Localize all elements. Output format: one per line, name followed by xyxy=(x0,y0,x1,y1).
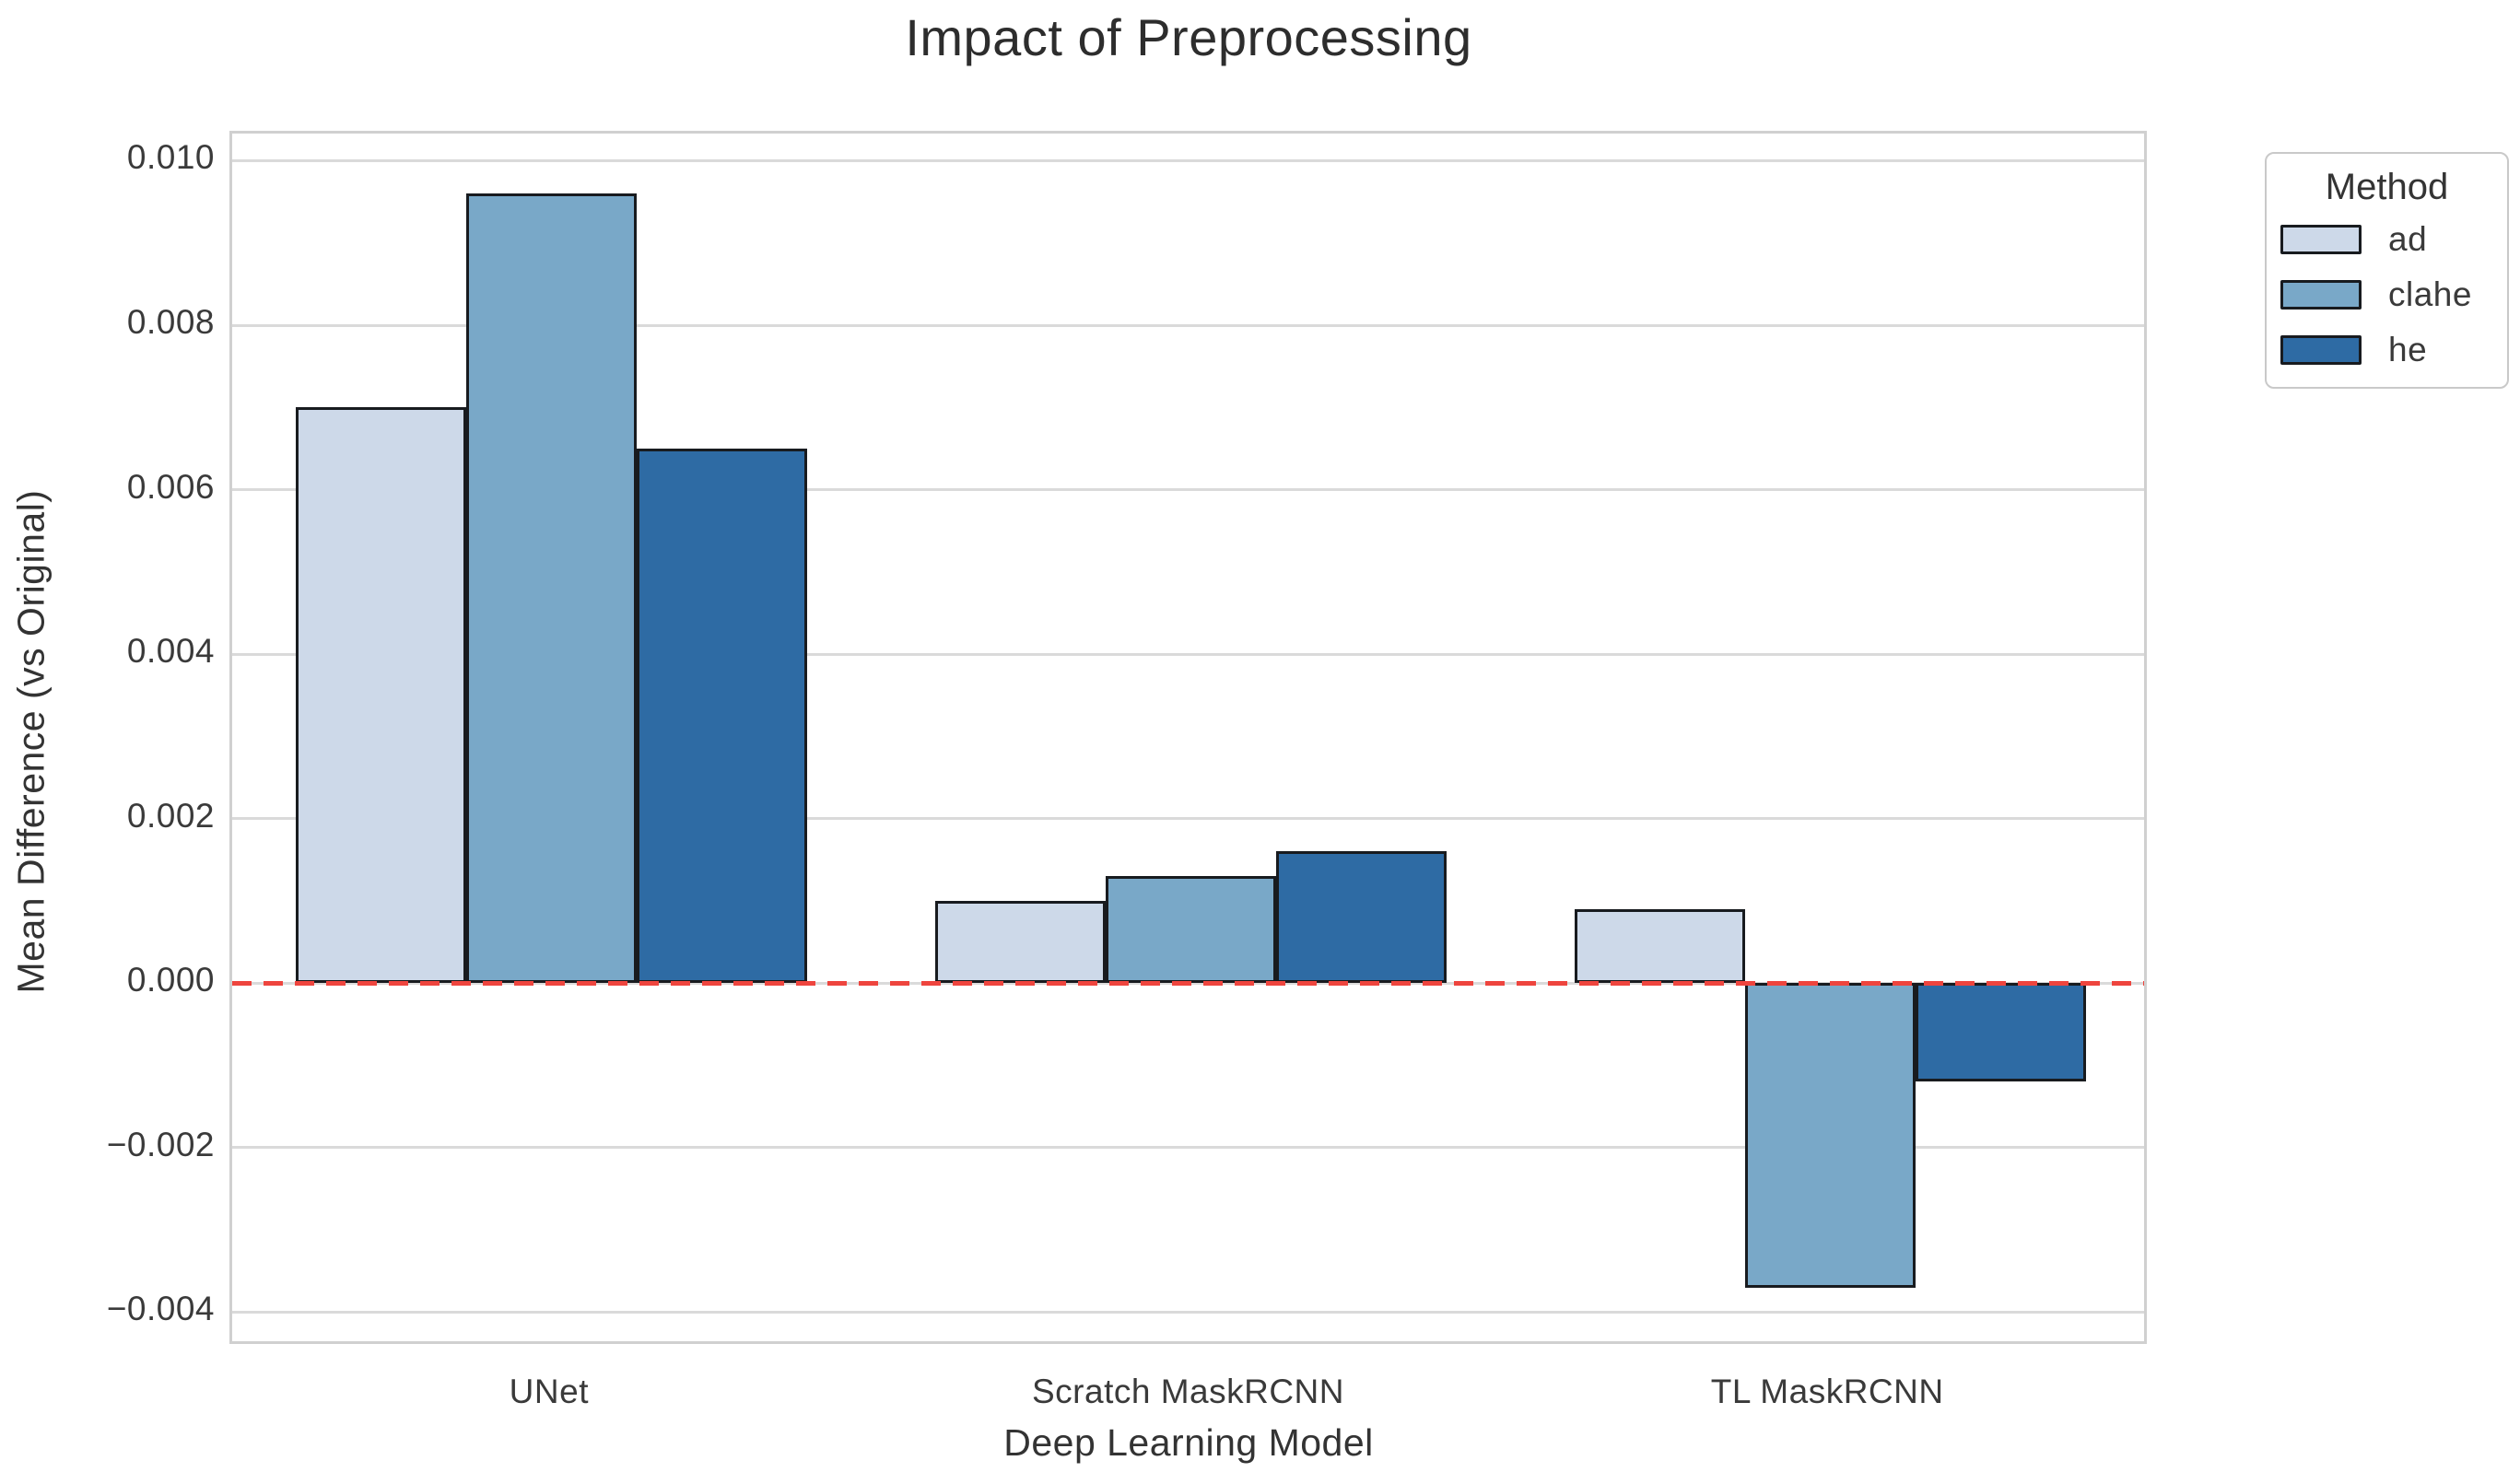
y-tick-label-0-002: −0.002 xyxy=(106,1125,215,1163)
plot-area xyxy=(229,131,2147,1344)
y-tick-label-0-004: 0.004 xyxy=(126,632,215,671)
bar-tl-maskrcnn-ad xyxy=(1574,908,1745,984)
y-tick-label-0-000: 0.000 xyxy=(126,961,215,999)
legend-title: Method xyxy=(2325,167,2449,207)
bar-unet-ad xyxy=(296,407,467,984)
x-axis-label: Deep Learning Model xyxy=(1003,1421,1374,1464)
legend-label-clahe: clahe xyxy=(2388,275,2472,313)
bar-scratch-maskrcnn-clahe xyxy=(1106,876,1276,984)
y-gridline-0-010 xyxy=(232,158,2144,162)
y-axis-label: Mean Difference (vs Original) xyxy=(9,489,53,994)
x-tick-label-unet: UNet xyxy=(509,1373,589,1410)
x-tick-label-tl-maskrcnn: TL MaskRCNN xyxy=(1710,1373,1944,1410)
y-tick-label-0-004: −0.004 xyxy=(106,1290,215,1328)
y-tick-label-0-002: 0.002 xyxy=(126,796,215,835)
bar-unet-he xyxy=(637,448,808,984)
y-tick-label-0-006: 0.006 xyxy=(126,467,215,506)
legend-swatch-he xyxy=(2280,335,2362,365)
bar-tl-maskrcnn-he xyxy=(1915,983,2086,1082)
legend-item-ad: ad xyxy=(2267,220,2507,258)
bar-scratch-maskrcnn-he xyxy=(1275,851,1447,984)
zero-reference-line xyxy=(232,980,2144,986)
bar-scratch-maskrcnn-ad xyxy=(935,901,1106,984)
bar-unet-clahe xyxy=(466,193,638,984)
y-gridline-0-008 xyxy=(232,323,2144,327)
y-gridline-0-006 xyxy=(232,488,2144,492)
y-gridline-0-002 xyxy=(232,1146,2144,1150)
legend-swatch-clahe xyxy=(2280,280,2362,310)
chart-title: Impact of Preprocessing xyxy=(905,8,1472,66)
legend-item-clahe: clahe xyxy=(2267,275,2507,313)
legend-item-he: he xyxy=(2267,331,2507,368)
legend-swatch-ad xyxy=(2280,225,2362,254)
y-tick-label-0-008: 0.008 xyxy=(126,303,215,342)
y-gridline-0-004 xyxy=(232,1310,2144,1314)
y-tick-label-0-010: 0.010 xyxy=(126,138,215,177)
legend-label-ad: ad xyxy=(2388,220,2428,258)
y-gridline-0-002 xyxy=(232,817,2144,821)
x-tick-label-scratch-maskrcnn: Scratch MaskRCNN xyxy=(1032,1373,1344,1410)
y-gridline-0-004 xyxy=(232,652,2144,656)
legend-label-he: he xyxy=(2388,331,2428,368)
legend: Method ad clahe he xyxy=(2265,152,2509,389)
bar-tl-maskrcnn-clahe xyxy=(1744,983,1916,1288)
